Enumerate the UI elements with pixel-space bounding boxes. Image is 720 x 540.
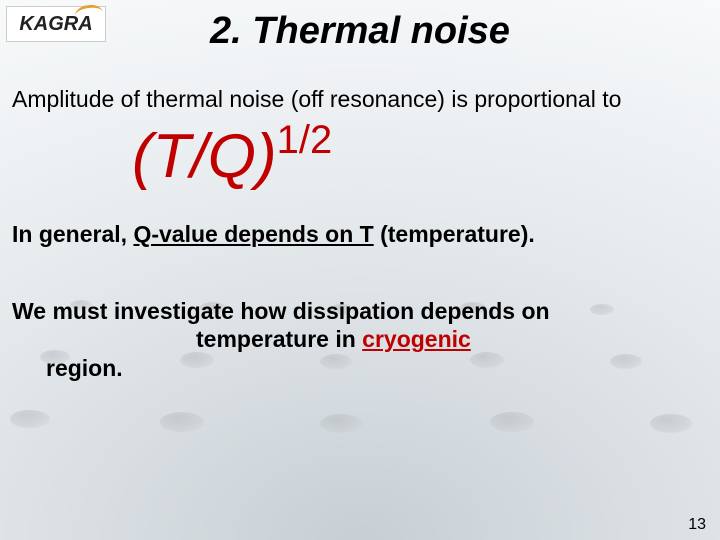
p3-line3: region. bbox=[46, 354, 123, 383]
slide-title: 2. Thermal noise bbox=[12, 10, 708, 53]
formula-exponent: 1/2 bbox=[277, 118, 333, 162]
logo-swoosh-icon bbox=[74, 3, 104, 25]
paragraph-1: Amplitude of thermal noise (off resonanc… bbox=[12, 85, 708, 114]
slide-container: KAGRA 2. Thermal noise Amplitude of ther… bbox=[0, 0, 720, 540]
p3-line1: We must investigate how dissipation depe… bbox=[12, 298, 550, 324]
p3-line2: temperature in cryogenic bbox=[196, 325, 471, 354]
p2-part-a: In general, bbox=[12, 221, 133, 247]
p2-part-c: (temperature). bbox=[374, 221, 535, 247]
formula: (T/Q)1/2 bbox=[132, 118, 708, 192]
formula-base: (T/Q) bbox=[132, 122, 277, 191]
page-number: 13 bbox=[688, 516, 706, 534]
kagra-logo: KAGRA bbox=[6, 6, 106, 42]
p3-cryogenic: cryogenic bbox=[362, 326, 471, 352]
paragraph-3: We must investigate how dissipation depe… bbox=[12, 297, 708, 383]
paragraph-2: In general, Q-value depends on T (temper… bbox=[12, 220, 708, 249]
p3-part-b: temperature in bbox=[196, 326, 362, 352]
p2-underlined: Q-value depends on T bbox=[133, 221, 373, 247]
